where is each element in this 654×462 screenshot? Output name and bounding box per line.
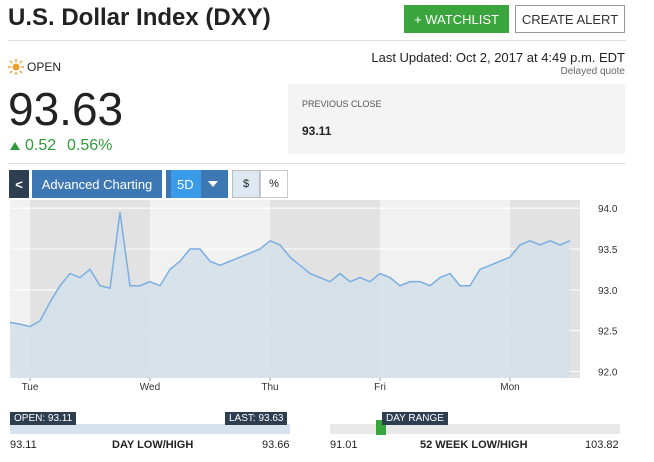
dollar-toggle[interactable]: $	[232, 170, 260, 198]
price-chart: 92.0 92.5 93.0 93.5 94.0 Tue Wed Thu Fri Mon	[9, 200, 618, 393]
prev-close: 93.11	[302, 124, 332, 138]
x-tick-label: Mon	[500, 382, 519, 393]
y-tick-label: 94.0	[598, 204, 618, 215]
day-high: 93.66	[262, 439, 290, 451]
year-title: 52 WEEK LOW/HIGH	[420, 439, 528, 451]
year-range-bar	[330, 424, 620, 434]
range-value[interactable]: 5D	[171, 170, 201, 198]
price: 93.63	[8, 83, 124, 135]
day-title: DAY LOW/HIGH	[112, 439, 194, 451]
x-tick-label: Thu	[261, 382, 278, 393]
advanced-charting-button[interactable]: Advanced Charting	[32, 170, 162, 198]
x-tick-label: Wed	[140, 382, 160, 393]
title: U.S. Dollar Index (DXY)	[8, 4, 271, 31]
up-arrow	[10, 142, 20, 150]
market-status: OPEN	[27, 60, 62, 74]
price-line	[9, 212, 571, 328]
back-button[interactable]: <	[9, 170, 29, 198]
y-tick-label: 92.5	[598, 327, 618, 338]
percent-toggle[interactable]: %	[260, 170, 288, 198]
area-fill	[10, 212, 570, 378]
last-marker: LAST: 93.63	[225, 412, 288, 425]
day-range-label: DAY RANGE	[382, 412, 448, 425]
divider	[8, 163, 626, 164]
dropdown-arrow	[208, 181, 218, 187]
x-tick-label: Tue	[22, 382, 39, 393]
day-range-bar	[10, 424, 290, 434]
prev-close-box	[288, 84, 625, 154]
year-low: 91.01	[330, 439, 358, 451]
change-percent: 0.56%	[67, 137, 113, 154]
year-high: 103.82	[585, 439, 619, 451]
delay-note: Delayed quote	[560, 66, 626, 77]
y-tick-label: 93.0	[598, 286, 618, 297]
open-marker: OPEN: 93.11	[10, 412, 77, 425]
divider	[8, 40, 626, 41]
change: 0.52	[25, 137, 57, 154]
last-updated: Last Updated: Oct 2, 2017 at 4:49 p.m. E…	[371, 50, 625, 65]
year-marker	[376, 420, 386, 435]
x-tick-label: Fri	[374, 382, 386, 393]
y-tick-label: 93.5	[598, 245, 618, 256]
day-low: 93.11	[10, 439, 37, 451]
y-tick-label: 92.0	[598, 367, 618, 378]
alert-button[interactable]: CREATE ALERT	[515, 5, 625, 33]
sun-icon	[8, 59, 24, 75]
prev-close-label: PREVIOUS CLOSE	[302, 99, 382, 109]
watchlist-button[interactable]: + WATCHLIST	[404, 5, 509, 33]
